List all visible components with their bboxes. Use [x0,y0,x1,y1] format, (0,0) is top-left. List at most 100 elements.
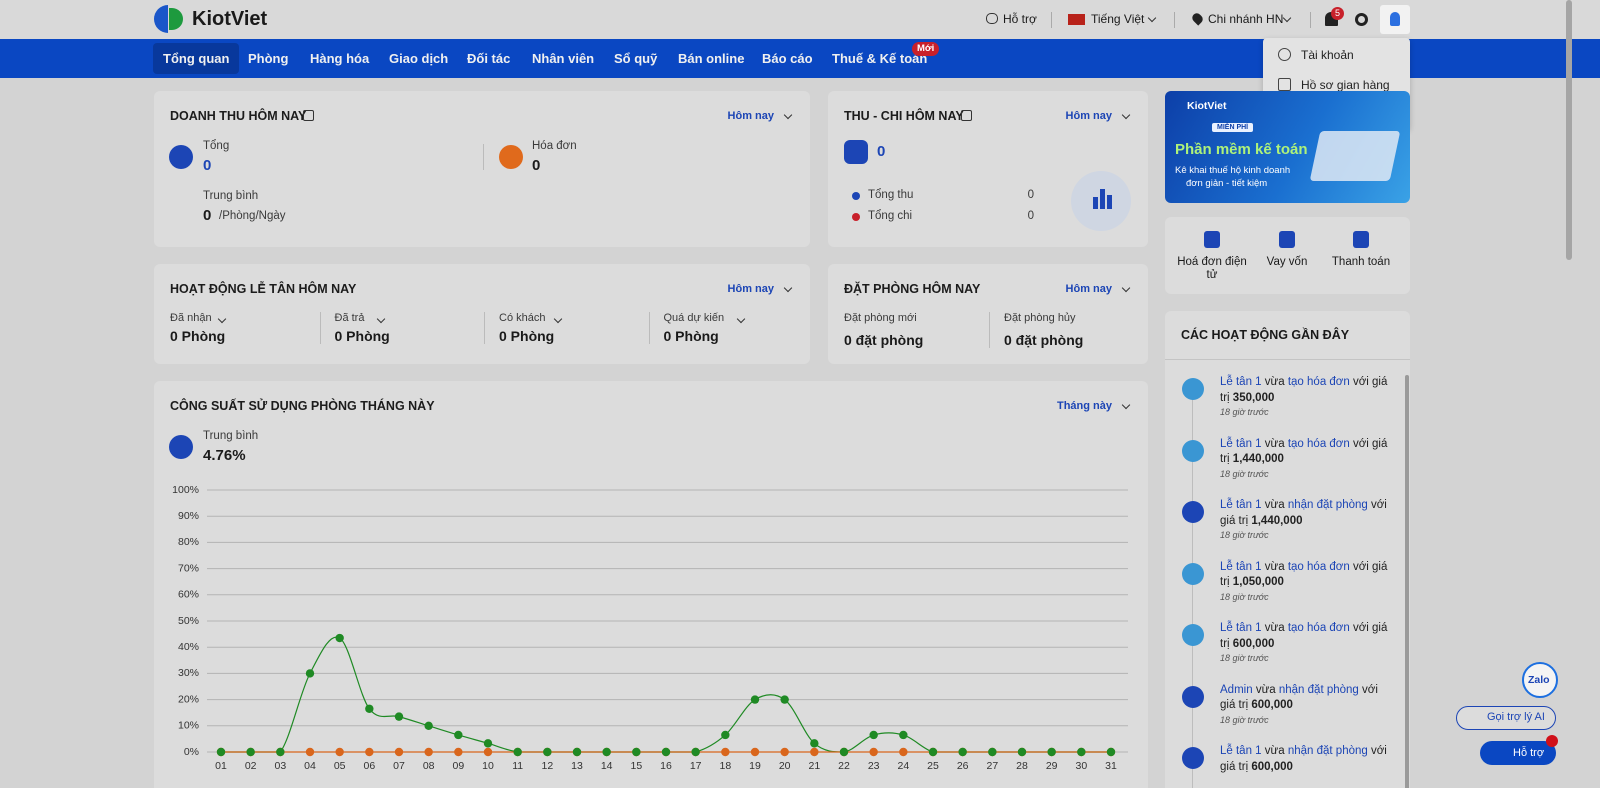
chevron [1282,13,1292,23]
support-button[interactable]: Hỗ trợ [1480,741,1556,765]
divider [1174,12,1175,28]
nav-item[interactable]: Thuế & Kế toán [832,51,928,66]
x-tick-label: 26 [957,760,969,772]
user-button[interactable] [1380,5,1410,34]
action-link[interactable]: tạo hóa đơn [1287,376,1350,388]
y-tick-label: 30% [178,667,199,679]
x-tick-label: 24 [897,760,909,772]
amount: 600,000 [1232,637,1275,650]
service-icon[interactable] [1204,231,1220,248]
activity-icon [1182,685,1204,708]
card-title: CÁC HOẠT ĐỘNG GẦN ĐÂY [1181,328,1350,342]
service-label[interactable]: Thanh toán [1331,256,1391,268]
data-point [543,747,552,757]
actor-link[interactable]: Lễ tân 1 [1220,376,1262,388]
chevron [783,283,793,293]
nav-item[interactable]: Báo cáo [762,51,813,66]
reception-card: HOẠT ĐỘNG LỄ TÂN HÔM NAY Hôm nay Đã nhận 0 … [154,264,810,364]
amount: 350,000 [1232,391,1275,404]
joiner: vừa [1264,376,1285,388]
nav-item[interactable]: Sổ quỹ [614,51,658,66]
stat-label[interactable]: Đã trả [334,312,365,324]
x-tick-label: 02 [245,760,257,772]
joiner: vừa [1255,683,1276,696]
stat-label[interactable]: Đã nhận [170,312,212,324]
zalo-button[interactable]: Zalo [1522,662,1558,698]
nav-item[interactable]: Nhân viên [532,51,595,66]
nav-item[interactable]: Đối tác [467,51,511,66]
period-select[interactable]: Hôm nay [1065,283,1112,295]
service-icon[interactable] [1279,231,1295,248]
service-label[interactable]: Hoá đơn điện tử [1177,256,1247,281]
period-select[interactable]: Hôm nay [1065,110,1112,122]
data-point [899,730,908,740]
data-point [661,747,671,757]
actor-link[interactable]: Admin [1220,683,1253,696]
period-select[interactable]: Tháng này [1056,400,1112,412]
support-link[interactable]: Hỗ trợ [1003,12,1037,26]
divider [1165,359,1410,360]
x-tick-label: 04 [304,760,316,772]
y-tick-label: 60% [178,589,199,601]
action-link[interactable]: nhận đặt phòng [1287,745,1368,757]
service-label[interactable]: Vay vốn [1266,256,1308,268]
menu-item[interactable]: Hồ sơ gian hàng [1263,70,1410,99]
legend-dot [852,192,860,200]
page-scrollbar [1566,0,1572,260]
joiner: vừa [1264,560,1285,573]
data-point [750,695,760,704]
menu-item[interactable]: Tài khoản [1263,40,1410,69]
occupancy-chart: 0% 10% 20% 30% 40% 50% 60% 70% 80% 90% 100% 01 02 03 0… [172,484,1128,772]
nav-item[interactable]: Phòng [248,51,289,66]
activity-text: Lễ tân 1 vừa tạo hóa đơn với giá trị 1,0… [1220,560,1392,591]
data-point [988,747,997,757]
data-point [691,747,700,757]
promo-logo: KiotViet [1187,100,1227,112]
activity-text: Lễ tân 1 vừa tạo hóa đơn với giá trị 350… [1220,375,1392,406]
nav-item[interactable]: Hàng hóa [310,51,370,66]
data-point [1047,747,1056,757]
actor-link[interactable]: Lễ tân 1 [1220,622,1262,634]
ai-button[interactable]: Gọi trợ lý AI [1456,706,1556,730]
data-point [454,747,463,757]
label: Trung bình [203,190,259,202]
data-point [454,730,463,740]
actor-link[interactable]: Lễ tân 1 [1220,437,1262,450]
activity-time: 18 giờ trước [1220,714,1269,725]
data-point [335,633,344,643]
illustration-bar [1107,195,1112,209]
period-select[interactable]: Hôm nay [727,110,774,122]
action-link[interactable]: nhận đặt phòng [1278,683,1359,696]
period-select[interactable]: Hôm nay [727,283,774,295]
x-tick-label: 18 [719,760,731,772]
actor-link[interactable]: Lễ tân 1 [1220,499,1262,511]
settings-icon[interactable] [1355,13,1368,26]
stat-label[interactable]: Có khách [499,312,546,324]
nav-item[interactable]: Bán online [678,51,745,66]
bookings-card: ĐẶT PHÒNG HÔM NAY Hôm nay Đặt phòng mới 0 đ… [828,264,1148,364]
language-select[interactable]: Tiếng Việt [1091,12,1145,26]
action-link[interactable]: tạo hóa đơn [1287,622,1350,634]
service-icon[interactable] [1353,231,1369,248]
stat-value: 0 Phòng [663,328,719,344]
data-point [305,669,315,678]
branch-select[interactable]: Chi nhánh HN [1208,12,1284,26]
data-point [305,747,315,757]
chevron [218,314,227,324]
x-tick-label: 30 [1075,760,1087,772]
actor-link[interactable]: Lễ tân 1 [1220,745,1262,757]
x-tick-label: 11 [512,760,523,772]
activity-time: 18 giờ trước [1220,591,1269,602]
data-point [394,747,404,757]
nav-item[interactable]: Giao dịch [389,51,449,66]
y-tick-label: 40% [178,641,199,653]
x-tick-label: 23 [868,760,880,772]
nav-item[interactable]: Tổng quan [153,43,240,74]
action-link[interactable]: nhận đặt phòng [1287,499,1368,511]
actor-link[interactable]: Lễ tân 1 [1220,560,1262,573]
amount: 1,050,000 [1232,576,1284,588]
stat-label[interactable]: Quá dự kiến [663,312,725,324]
action-link[interactable]: tạo hóa đơn [1287,560,1350,573]
stat-label: Đặt phòng hủy [1004,312,1076,324]
action-link[interactable]: tạo hóa đơn [1287,437,1350,450]
